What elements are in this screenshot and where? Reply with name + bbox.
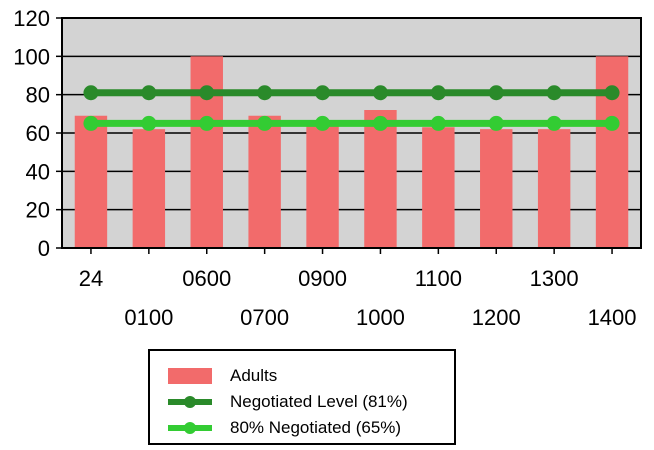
x-tick-label-1400: 1400: [588, 305, 637, 330]
point-series-1-1300: [546, 85, 562, 101]
point-series-2-24: [83, 115, 99, 131]
x-tick-label-1300: 1300: [530, 266, 579, 291]
point-series-1-1400: [604, 85, 620, 101]
point-series-1-0100: [141, 85, 157, 101]
legend-item-adults: Adults: [168, 363, 277, 389]
legend-swatch-adults: [168, 365, 212, 387]
bar-0900: [306, 121, 339, 248]
x-tick-label-0900: 0900: [298, 266, 347, 291]
point-series-1-24: [83, 85, 99, 101]
point-series-1-0700: [257, 85, 273, 101]
point-series-2-1000: [372, 115, 388, 131]
bar-1100: [422, 127, 455, 248]
y-tick-label-120: 120: [13, 6, 50, 31]
point-series-1-0900: [315, 85, 331, 101]
legend-label-80-negotiated: 80% Negotiated (65%): [230, 418, 402, 437]
bar-0100: [132, 129, 166, 248]
bar-1000: [364, 110, 397, 248]
bar-0700: [248, 115, 281, 248]
x-tick-label-24: 24: [79, 266, 103, 291]
legend-item-negotiated-level: Negotiated Level (81%): [168, 389, 408, 415]
point-series-1-1000: [372, 85, 388, 101]
x-tick-label-0700: 0700: [240, 305, 289, 330]
x-tick-label-1000: 1000: [356, 305, 405, 330]
point-series-2-1300: [546, 115, 562, 131]
point-series-2-0900: [315, 115, 331, 131]
point-series-2-0700: [257, 115, 273, 131]
x-tick-label-0600: 0600: [182, 266, 231, 291]
y-tick-label-80: 80: [26, 83, 50, 108]
y-tick-label-40: 40: [26, 159, 50, 184]
point-series-2-0600: [199, 115, 215, 131]
bar-24: [74, 115, 108, 248]
y-tick-label-0: 0: [38, 236, 50, 261]
bar-1300: [537, 129, 571, 248]
point-series-2-0100: [141, 115, 157, 131]
x-tick-label-0100: 0100: [124, 305, 173, 330]
point-series-1-1100: [430, 85, 446, 101]
point-series-2-1400: [604, 115, 620, 131]
y-axis-ticks: 0 20 40 60 80 100 120: [13, 6, 62, 261]
point-series-2-1100: [430, 115, 446, 131]
legend-label-adults: Adults: [230, 366, 278, 385]
point-series-1-1200: [488, 85, 504, 101]
y-tick-label-60: 60: [26, 121, 50, 146]
legend-swatch-negotiated-level: [168, 391, 212, 413]
x-tick-label-1200: 1200: [472, 305, 521, 330]
y-tick-label-20: 20: [26, 198, 50, 223]
legend-label-negotiated-level: Negotiated Level (81%): [230, 392, 408, 411]
x-axis-ticks: 24 0100 0600 0700 0900 1000 1100 1200 1300 1400: [79, 248, 637, 330]
x-tick-label-1100: 1100: [415, 266, 462, 291]
bar-0600: [190, 56, 223, 249]
bar-1400: [595, 56, 629, 249]
reference-lines: [83, 85, 620, 131]
legend: Adults Negotiated Level (81%) 80% Negoti…: [148, 349, 456, 445]
chart: 0 20 40 60 80 100 120 24 0100 0600 0700 0900 1000 11…: [13, 6, 642, 330]
legend-swatch-80-negotiated: [168, 417, 212, 439]
point-series-1-0600: [199, 85, 215, 101]
bars-adults: [74, 56, 629, 249]
point-series-2-1200: [488, 115, 504, 131]
bar-1200: [480, 129, 513, 248]
y-tick-label-100: 100: [13, 44, 50, 69]
legend-item-80-negotiated: 80% Negotiated (65%): [168, 415, 401, 441]
